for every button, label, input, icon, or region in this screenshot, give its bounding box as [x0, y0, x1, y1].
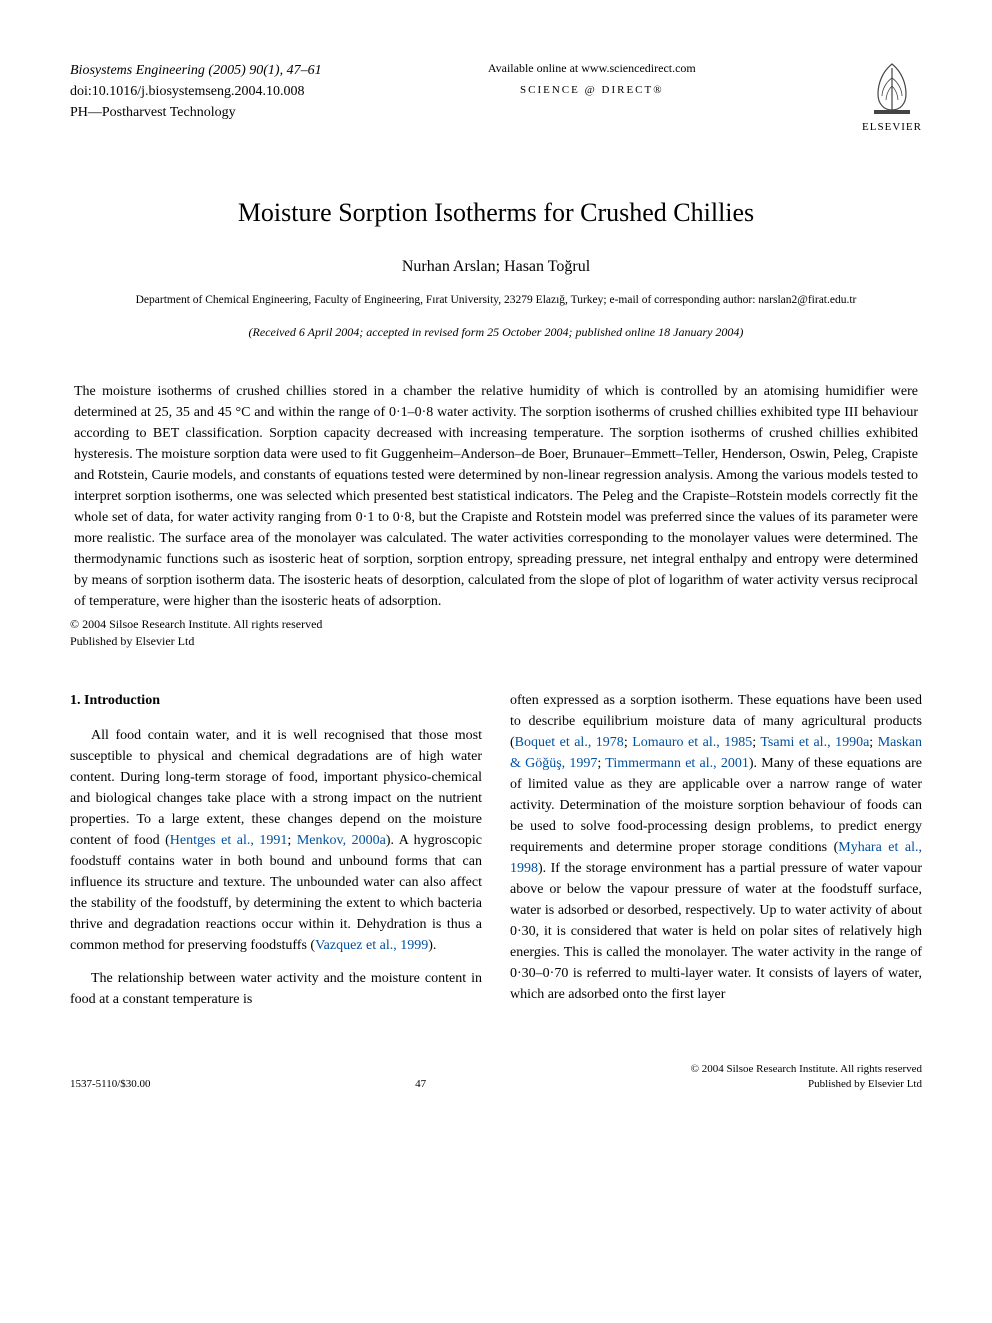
elsevier-tree-icon [864, 60, 920, 116]
text-run: ). If the storage environment has a part… [510, 861, 922, 1002]
text-run: The relationship between water activity … [70, 971, 482, 1007]
journal-section: PH—Postharvest Technology [70, 102, 322, 123]
abstract-published-by: Published by Elsevier Ltd [70, 633, 922, 650]
citation-link[interactable]: Timmermann et al., 2001 [605, 756, 749, 771]
left-column: 1. Introduction All food contain water, … [70, 690, 482, 1022]
center-header: Available online at www.sciencedirect.co… [322, 60, 862, 98]
citation-link[interactable]: Hentges et al., 1991 [170, 833, 288, 848]
citation-link[interactable]: Vazquez et al., 1999 [315, 938, 428, 953]
body-two-column: 1. Introduction All food contain water, … [70, 690, 922, 1022]
journal-name: Biosystems Engineering (2005) 90(1), 47–… [70, 63, 322, 78]
journal-info: Biosystems Engineering (2005) 90(1), 47–… [70, 60, 322, 123]
citation-link[interactable]: Menkov, 2000a [297, 833, 386, 848]
intro-para-2: The relationship between water activity … [70, 968, 482, 1010]
doi: doi:10.1016/j.biosystemseng.2004.10.008 [70, 81, 322, 102]
page-number: 47 [415, 1077, 426, 1092]
citation-link[interactable]: Tsami et al., 1990a [760, 735, 869, 750]
article-title: Moisture Sorption Isotherms for Crushed … [70, 195, 922, 231]
abstract-copyright: © 2004 Silsoe Research Institute. All ri… [70, 616, 922, 633]
science-direct-logo: SCIENCE @ DIRECT® [322, 83, 862, 98]
article-dates: (Received 6 April 2004; accepted in revi… [70, 324, 922, 341]
right-column: often expressed as a sorption isotherm. … [510, 690, 922, 1022]
text-run: All food contain water, and it is well r… [70, 728, 482, 848]
text-run: ; [869, 735, 877, 750]
intro-para-2-cont: often expressed as a sorption isotherm. … [510, 690, 922, 1005]
footer-copyright: © 2004 Silsoe Research Institute. All ri… [691, 1062, 922, 1093]
footer-copyright-line1: © 2004 Silsoe Research Institute. All ri… [691, 1062, 922, 1077]
publisher-logo-block: ELSEVIER [862, 60, 922, 135]
text-run: ). A hygroscopic foodstuff contains wate… [70, 833, 482, 953]
text-run: ; [287, 833, 296, 848]
abstract-text: The moisture isotherms of crushed chilli… [74, 384, 918, 609]
issn-price: 1537-5110/$30.00 [70, 1077, 151, 1092]
citation-link[interactable]: Boquet et al., 1978 [515, 735, 624, 750]
affiliation: Department of Chemical Engineering, Facu… [70, 292, 922, 308]
authors: Nurhan Arslan; Hasan Toğrul [70, 256, 922, 278]
available-online-text: Available online at www.sciencedirect.co… [322, 60, 862, 77]
publisher-label: ELSEVIER [862, 120, 922, 135]
text-run: ; [624, 735, 632, 750]
page-header: Biosystems Engineering (2005) 90(1), 47–… [70, 60, 922, 135]
citation-link[interactable]: Lomauro et al., 1985 [632, 735, 752, 750]
page-footer: 1537-5110/$30.00 47 © 2004 Silsoe Resear… [70, 1062, 922, 1093]
journal-citation: Biosystems Engineering (2005) 90(1), 47–… [70, 60, 322, 81]
section-heading: 1. Introduction [70, 690, 482, 711]
footer-copyright-line2: Published by Elsevier Ltd [691, 1077, 922, 1092]
text-run: ). [428, 938, 436, 953]
intro-para-1: All food contain water, and it is well r… [70, 725, 482, 956]
abstract: The moisture isotherms of crushed chilli… [70, 381, 922, 612]
